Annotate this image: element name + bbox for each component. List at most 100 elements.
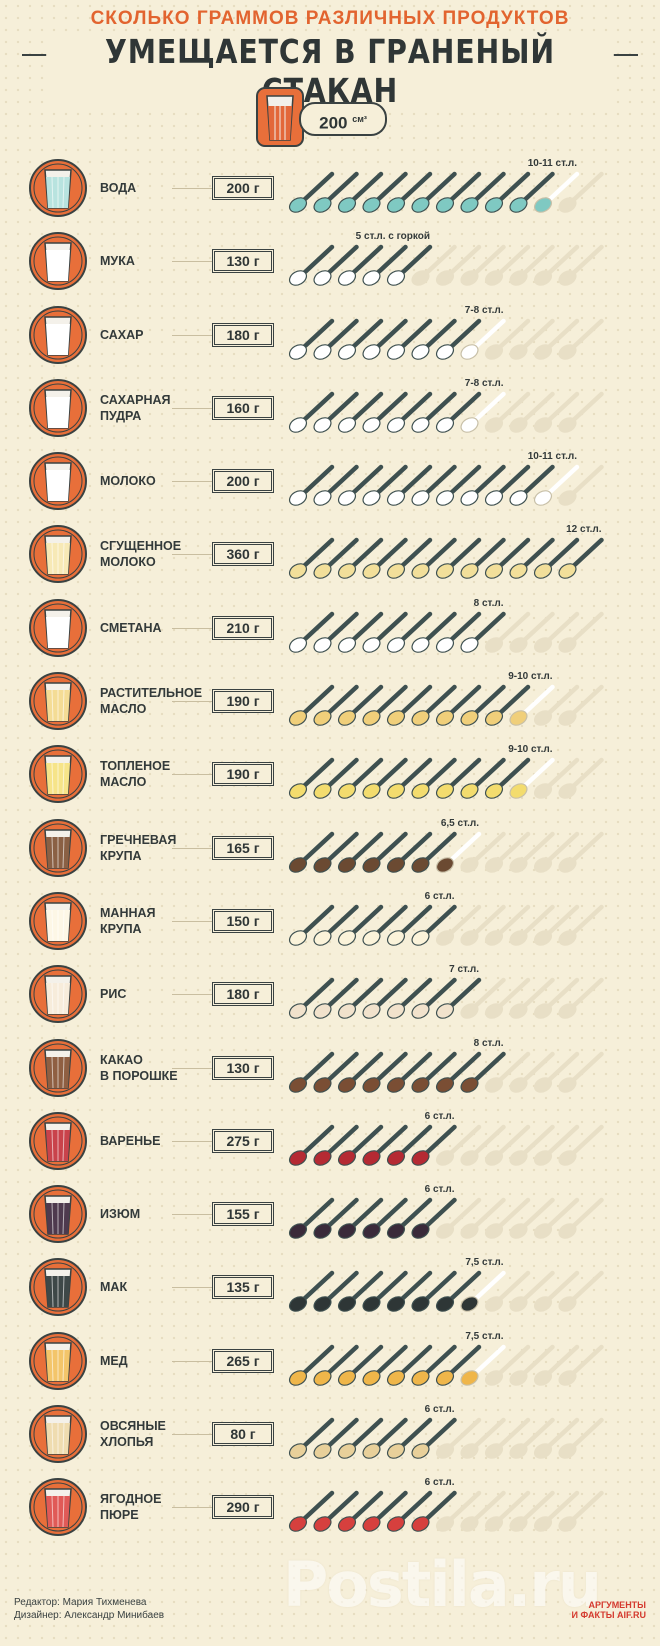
spoon-icon <box>533 1417 580 1459</box>
spoon-row: 10-11 ст.л. <box>288 158 604 213</box>
spoon-count-label: 10-11 ст.л. <box>528 451 578 462</box>
product-row: мед 265 г 7,5 ст.л. <box>0 1325 660 1398</box>
spoon-icon <box>509 1271 555 1313</box>
leader-line <box>172 334 214 336</box>
spoon-icon <box>460 831 506 873</box>
spoon-icon <box>484 978 531 1020</box>
spoon-icon <box>313 1271 359 1313</box>
weight-value: 360 г <box>212 542 274 567</box>
spoon-icon <box>435 831 482 873</box>
spoon-icon <box>337 758 384 800</box>
spoon-icon <box>558 1271 604 1313</box>
spoon-icon <box>362 538 408 580</box>
spoon-row: 10-11 ст.л. <box>288 451 604 506</box>
spoon-icon <box>362 1417 408 1459</box>
spoon-icon <box>558 1197 604 1239</box>
spoon-icon <box>411 245 457 287</box>
glass-icon <box>28 598 88 658</box>
weight-value: 180 г <box>212 982 274 1007</box>
spoon-icon <box>484 538 531 580</box>
spoon-icon <box>558 1491 604 1533</box>
spoon-icon <box>362 1271 408 1313</box>
spoon-count-label: 7,5 ст.л. <box>465 1257 503 1268</box>
spoon-icon <box>337 1051 384 1093</box>
product-row: манная крупа 150 г 6 ст.л. <box>0 885 660 958</box>
spoon-icon <box>313 245 359 287</box>
leader-line <box>172 481 214 483</box>
spoon-icon <box>509 1491 555 1533</box>
weight-value: 275 г <box>212 1128 274 1153</box>
spoon-icon <box>288 1124 335 1166</box>
product-name: гречневая крупа <box>100 832 177 863</box>
spoon-icon <box>386 1197 433 1239</box>
spoon-row: 8 ст.л. <box>288 1038 604 1093</box>
spoon-icon <box>509 1344 555 1386</box>
spoon-icon <box>509 758 555 800</box>
leader-line <box>172 1287 214 1289</box>
spoon-icon <box>386 904 433 946</box>
spoon-icon <box>460 245 506 287</box>
spoon-icon <box>288 1271 335 1313</box>
volume-value: 200 <box>319 113 348 133</box>
spoon-count-label: 12 ст.л. <box>566 524 602 535</box>
weight-value: 80 г <box>212 1422 274 1447</box>
spoon-icon <box>460 1491 506 1533</box>
product-name: изюм <box>100 1207 141 1222</box>
spoon-icon <box>509 318 555 360</box>
glass-icon <box>28 671 88 731</box>
leader-line <box>172 1434 214 1436</box>
leader-line <box>172 261 214 263</box>
spoon-row: 7 ст.л. <box>288 964 604 1020</box>
spoon-icon <box>362 1051 408 1093</box>
product-name: ягодное пюре <box>100 1492 162 1523</box>
glass-icon <box>28 964 88 1024</box>
product-row: сметана 210 г 8 ст.л. <box>0 592 660 665</box>
product-row: мука 130 г 5 ст.л. с горкой <box>0 225 660 298</box>
spoon-icon <box>558 1417 604 1459</box>
leader-line <box>172 774 214 776</box>
spoon-icon <box>558 611 604 653</box>
credits: Редактор: Мария Тихменева Дизайнер: Алек… <box>14 1596 164 1622</box>
spoon-icon <box>533 831 580 873</box>
spoon-icon <box>411 318 457 360</box>
spoon-row: 9-10 ст.л. <box>288 671 604 726</box>
spoon-icon <box>460 391 506 433</box>
spoon-row: 9-10 ст.л. <box>288 744 604 800</box>
leader-line <box>172 920 214 922</box>
glass-icon <box>28 158 88 218</box>
spoon-icon <box>386 978 433 1020</box>
spoon-count-label: 8 ст.л. <box>474 598 504 609</box>
weight-value: 130 г <box>212 1055 274 1080</box>
leader-line <box>172 1214 214 1216</box>
spoon-icon <box>313 1124 359 1166</box>
spoon-icon <box>362 391 408 433</box>
spoon-row: 6 ст.л. <box>288 1477 604 1533</box>
leader-line <box>172 847 214 849</box>
spoon-icon <box>533 538 580 580</box>
spoon-icon <box>411 1491 457 1533</box>
spoon-icon <box>386 684 433 726</box>
spoon-icon <box>484 831 531 873</box>
spoon-icon <box>288 318 335 360</box>
volume-unit: см³ <box>352 114 367 124</box>
spoon-icon <box>313 464 359 506</box>
spoon-icon <box>337 1197 384 1239</box>
spoon-icon <box>362 1197 408 1239</box>
spoon-icon <box>558 318 604 360</box>
spoon-icon <box>484 1124 531 1166</box>
spoon-icon <box>484 611 531 653</box>
product-row: мак 135 г 7,5 ст.л. <box>0 1251 660 1324</box>
spoon-row: 7,5 ст.л. <box>288 1257 604 1313</box>
spoon-icon <box>435 1124 482 1166</box>
spoon-icon <box>362 245 408 287</box>
spoon-icon <box>460 171 506 213</box>
glass-icon <box>28 1038 88 1098</box>
glass-icon <box>28 1184 88 1244</box>
spoon-icon <box>484 171 531 213</box>
product-name: мука <box>100 254 135 269</box>
weight-value: 160 г <box>212 395 274 420</box>
spoon-icon <box>337 318 384 360</box>
spoon-row: 7,5 ст.л. <box>288 1331 604 1386</box>
product-row: сахарная пудра 160 г 7-8 ст.л. <box>0 372 660 445</box>
weight-value: 200 г <box>212 176 274 200</box>
